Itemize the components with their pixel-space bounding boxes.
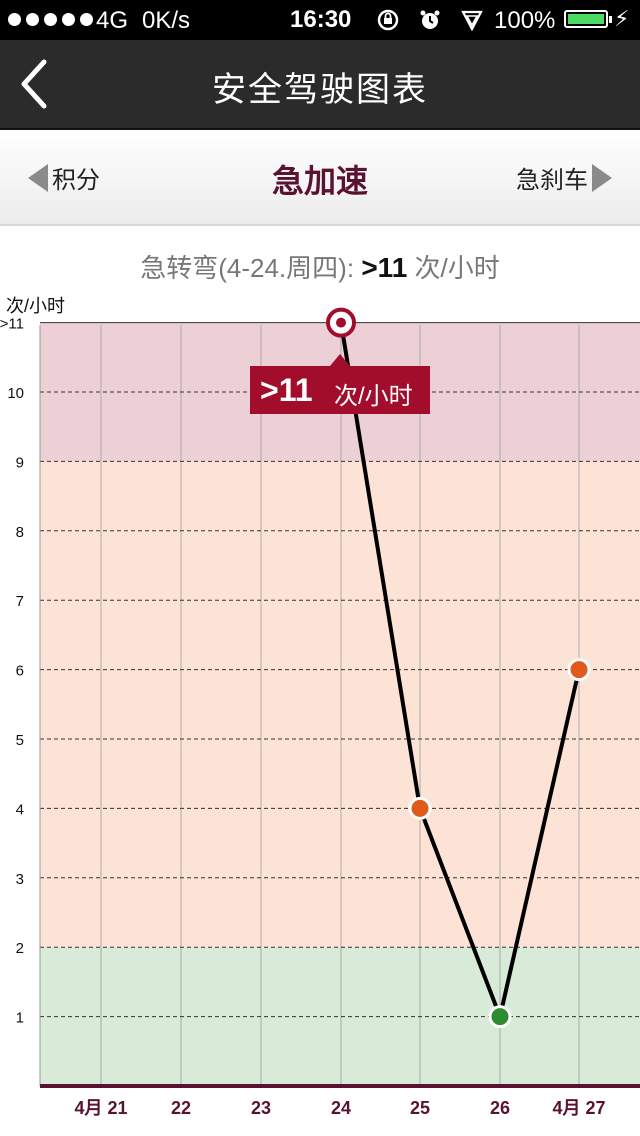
x-tick-label: 22 <box>171 1098 191 1118</box>
data-point <box>569 660 589 680</box>
y-tick-label: 5 <box>16 732 24 749</box>
y-tick-label: 6 <box>16 663 24 680</box>
x-tick-label: 4月 21 <box>74 1098 127 1118</box>
y-tick-label: 7 <box>16 593 24 610</box>
y-tick-label: 3 <box>16 871 24 888</box>
tooltip-value: >11 <box>260 372 313 409</box>
y-tick-label: 2 <box>16 940 24 957</box>
zone-low <box>40 947 640 1086</box>
x-tick-label: 24 <box>331 1098 351 1118</box>
y-tick-label: >11 <box>0 316 24 333</box>
data-point-selected-center <box>336 318 346 328</box>
y-tick-label: 1 <box>16 1010 24 1027</box>
data-point <box>410 798 430 818</box>
value-tooltip: >11 次/小时 <box>250 366 430 414</box>
tooltip-arrow <box>330 354 350 366</box>
x-axis-bar <box>40 1084 640 1088</box>
x-tick-label: 4月 27 <box>552 1098 605 1118</box>
tooltip-unit: 次/小时 <box>334 376 413 411</box>
x-tick-label: 23 <box>251 1098 271 1118</box>
y-tick-label: 4 <box>16 801 24 818</box>
y-tick-label: 8 <box>16 524 24 541</box>
zone-mid <box>40 461 640 947</box>
x-tick-label: 25 <box>410 1098 430 1118</box>
x-tick-label: 26 <box>490 1098 510 1118</box>
y-tick-label: 10 <box>7 385 24 402</box>
data-point <box>490 1007 510 1027</box>
y-tick-label: 9 <box>16 454 24 471</box>
